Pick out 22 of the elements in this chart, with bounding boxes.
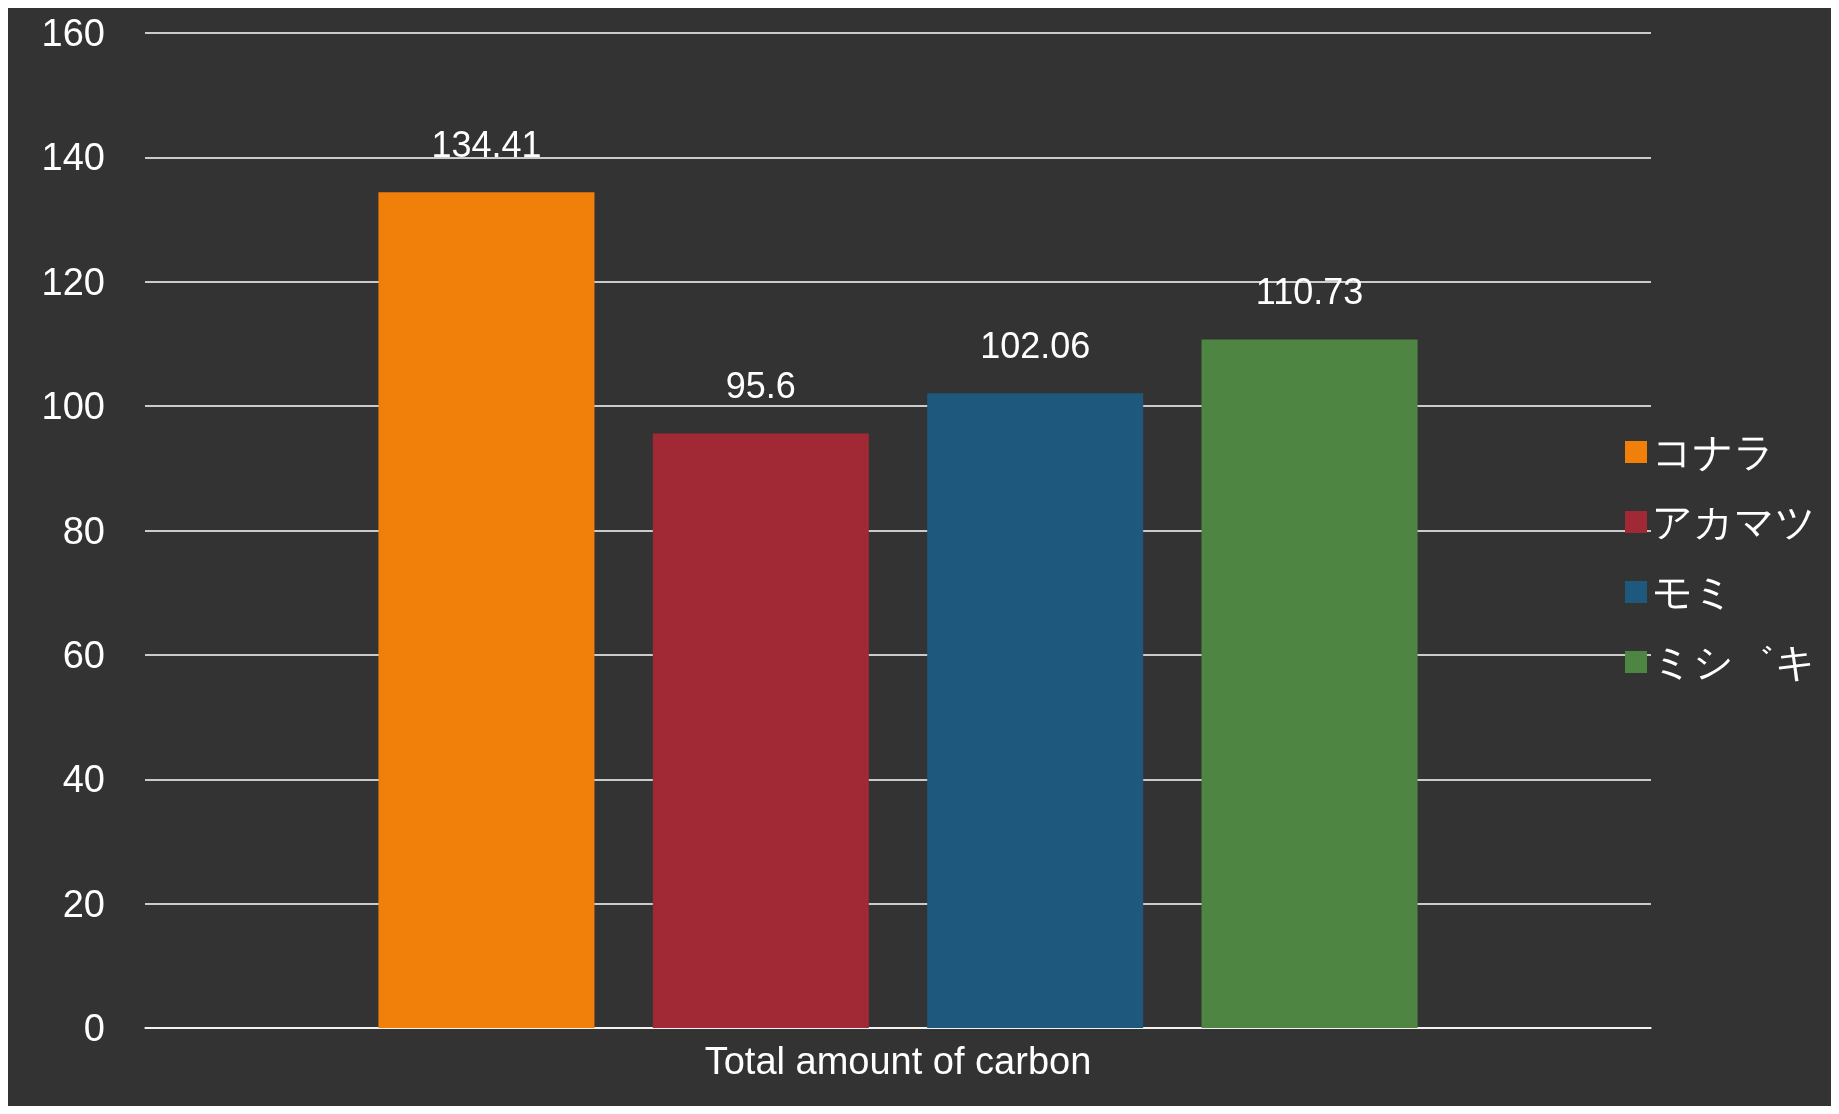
y-tick-label: 60 [62, 633, 105, 676]
bar [378, 192, 595, 1028]
bar [652, 433, 869, 1028]
legend-label: コナラ [1652, 430, 1775, 474]
y-tick-label: 80 [62, 509, 105, 552]
y-tick-label: 20 [62, 882, 105, 925]
y-tick-label: 100 [41, 385, 105, 428]
y-tick-label: 40 [62, 758, 105, 801]
y-tick-label: 120 [41, 260, 105, 303]
legend-label: モミ [1652, 570, 1734, 614]
data-label: 102.06 [980, 324, 1091, 366]
data-label: 134.41 [431, 123, 542, 165]
y-tick-label: 160 [41, 12, 105, 54]
data-label: 110.73 [1255, 270, 1364, 312]
y-tick-label: 0 [83, 1007, 105, 1049]
x-tick-label: Total amount of carbon [704, 1040, 1092, 1082]
legend-label: アカマツ [1652, 500, 1816, 544]
legend-label: ミシ゛キ [1652, 640, 1816, 684]
y-tick-label: 140 [41, 136, 105, 179]
bar [1201, 339, 1418, 1028]
bar [927, 393, 1144, 1028]
data-label: 95.6 [725, 364, 796, 406]
